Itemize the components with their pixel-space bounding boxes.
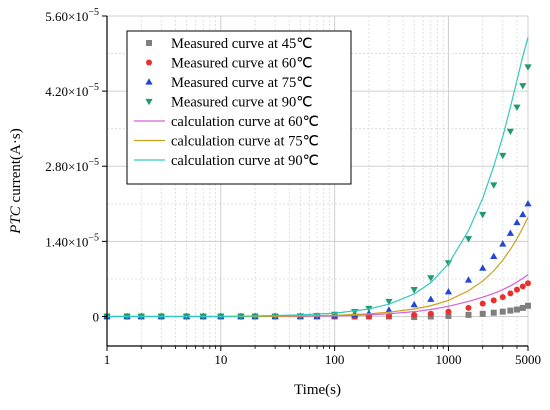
data-point — [524, 64, 532, 71]
y-tick-label: 2.80×10−5 — [45, 157, 99, 174]
legend-item: calculation curve at 60℃ — [134, 114, 319, 130]
y-axis-label-italic: PTC — [8, 205, 24, 235]
legend-item: Measured curve at 60℃ — [146, 56, 313, 72]
calculation-line — [107, 274, 529, 318]
plot-area — [103, 37, 532, 321]
data-point — [464, 276, 473, 283]
data-point — [479, 310, 486, 317]
legend-label: Measured curve at 45℃ — [171, 36, 313, 52]
y-tick-label: 0 — [93, 309, 100, 324]
data-point — [519, 283, 526, 290]
data-point — [507, 290, 514, 297]
data-point — [525, 302, 531, 309]
data-point — [524, 200, 532, 207]
legend-marker-swatch — [146, 40, 152, 46]
calculation-line — [107, 216, 529, 318]
legend-item: Measured curve at 90℃ — [145, 95, 313, 111]
legend-item: Measured curve at 45℃ — [146, 36, 313, 52]
data-point — [479, 264, 487, 271]
data-point — [479, 211, 487, 219]
legend-label: calculation curve at 90℃ — [171, 153, 319, 169]
series-calculated — [107, 274, 529, 318]
series-calculated — [107, 37, 529, 318]
data-point — [525, 280, 531, 287]
data-point — [506, 128, 514, 136]
legend: Measured curve at 45℃ Measured curve at 6… — [126, 30, 352, 185]
legend-marker-swatch — [146, 59, 152, 66]
legend-label: calculation curve at 75℃ — [171, 134, 319, 150]
data-point — [479, 300, 486, 307]
y-axis-label-rest: current(A·s) — [8, 128, 24, 206]
data-point — [506, 229, 514, 236]
data-point — [411, 311, 418, 318]
data-point — [519, 83, 527, 90]
data-point — [385, 298, 393, 306]
data-point — [445, 308, 452, 315]
data-point — [444, 288, 453, 295]
data-point — [465, 311, 472, 318]
y-tick-label: 5.60×10−5 — [45, 7, 99, 24]
data-point — [519, 304, 526, 311]
ticks: 1 10 100 1000 5000 0 1.40×10−5 2.80×10−5 4.20×10… — [45, 7, 541, 367]
calculation-line — [107, 37, 529, 318]
x-tick-label: 1 — [104, 352, 111, 367]
data-point — [427, 310, 434, 317]
legend-box — [126, 30, 352, 185]
data-point — [410, 287, 418, 294]
data-point — [490, 297, 497, 304]
x-tick-label: 1000 — [435, 352, 461, 367]
data-point — [499, 152, 507, 160]
legend-marker-swatch — [145, 78, 153, 85]
data-point — [490, 309, 497, 316]
x-tick-label: 10 — [214, 352, 227, 367]
y-tick-label: 1.40×10−5 — [45, 232, 99, 249]
data-point — [513, 286, 520, 293]
legend-item: calculation curve at 75℃ — [134, 134, 319, 150]
x-axis-label: Time(s) — [294, 382, 341, 398]
data-point — [499, 308, 506, 315]
legend-label: calculation curve at 60℃ — [171, 114, 319, 130]
data-point — [507, 307, 514, 314]
x-tick-label: 100 — [325, 352, 345, 367]
data-point — [490, 252, 498, 259]
legend-label: Measured curve at 90℃ — [171, 95, 313, 111]
data-point — [464, 236, 473, 243]
legend-label: Measured curve at 75℃ — [171, 75, 313, 91]
data-point — [427, 275, 435, 282]
data-point — [499, 294, 506, 301]
data-point — [410, 300, 418, 308]
legend-marker-swatch — [145, 98, 153, 106]
legend-item: Measured curve at 75℃ — [145, 75, 313, 91]
data-point — [499, 240, 507, 247]
data-point — [385, 306, 393, 313]
data-point — [519, 210, 527, 218]
axes — [106, 16, 528, 347]
data-point — [427, 295, 435, 302]
data-point — [445, 312, 452, 319]
data-point — [465, 304, 472, 311]
data-point — [490, 182, 498, 189]
legend-label: Measured curve at 60℃ — [171, 56, 313, 72]
data-point — [513, 218, 521, 226]
data-point — [513, 104, 521, 112]
series-calculated — [107, 216, 529, 318]
y-axis-label: PTC current(A·s) — [8, 128, 24, 234]
y-tick-label: 4.20×10−5 — [45, 82, 99, 99]
x-tick-label: 5000 — [515, 352, 541, 367]
data-point — [513, 306, 520, 313]
legend-item: calculation curve at 90℃ — [134, 153, 319, 169]
